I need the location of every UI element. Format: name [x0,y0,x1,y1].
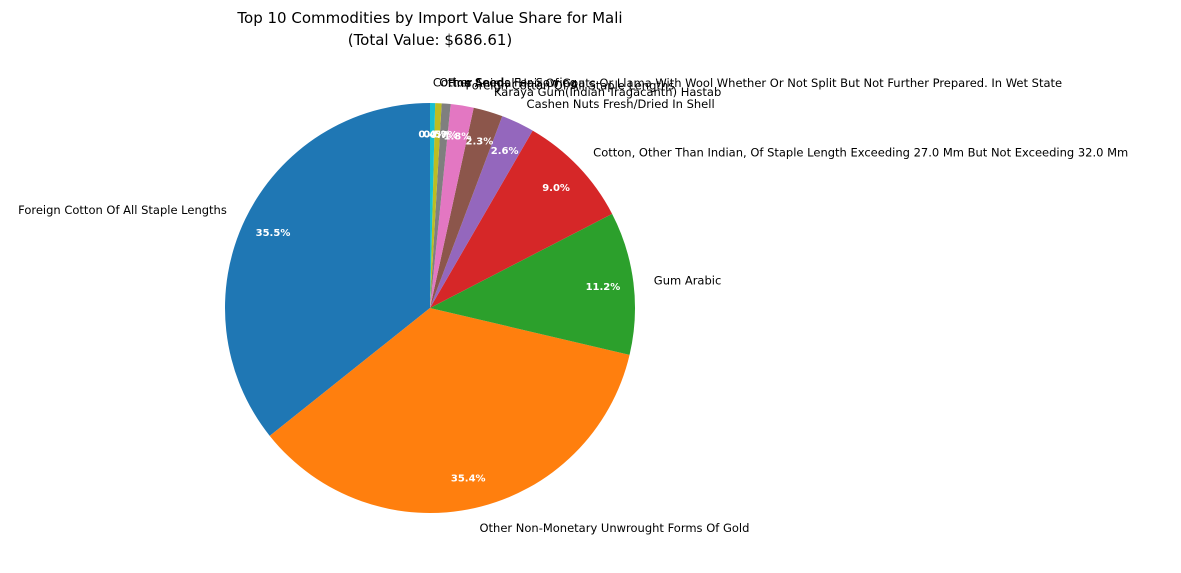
pie-slice-9 [430,103,442,309]
pie-slice-percent-2: 35.4% [451,474,486,485]
pie-slice-5 [430,116,533,308]
pie-slice-labels: Foreign Cotton Of All Staple LengthsOthe… [18,76,1128,535]
pie-slice-percent-4: 9.0% [542,183,570,194]
pie-slice-label-8: Fine Animal Hair Of Goats Or Llama With … [448,76,1062,90]
pie-slice-label-6: Karaya Gum(Indian Tragacanth) Hastab [494,85,721,99]
pie-slice-label-10: Cotton Seed [433,76,504,90]
pie-slice-label-2: Other Non-Monetary Unwrought Forms Of Go… [479,521,749,535]
pie-slice-label-9: Other Seeds For Sowing [439,76,577,90]
pie-slice-8 [430,103,451,308]
pie-slice-percent-1: 35.5% [256,228,291,239]
pie-slice-7 [430,104,474,308]
pie-slice-3 [430,213,636,355]
chart-title: Top 10 Commodities by Import Value Share… [236,9,622,27]
pie-slice-percent-10: 0.4% [418,129,446,140]
pie-slice-10 [430,103,436,308]
pie-percent-labels: 35.5% 35.4% 11.2% 9.0% 2.6%2.3%1.8%0.7%0.5%0… [256,129,621,484]
chart-subtitle: (Total Value: $686.61) [348,31,513,49]
pie-slice-label-5: Cashen Nuts Fresh/Dried In Shell [527,97,715,111]
pie-slice-label-4: Cotton, Other Than Indian, Of Staple Len… [593,145,1128,159]
pie-slice-percent-9: 0.5% [423,129,451,140]
pie-slice-percent-5: 2.6% [491,146,519,157]
pie-slice-percent-8: 0.7% [430,130,458,141]
pie-slice-1 [224,103,430,436]
pie-slice-4 [430,130,613,308]
pie-slice-percent-7: 1.8% [444,131,472,142]
pie-slice-percent-6: 2.3% [466,136,494,147]
pie-slice-2 [269,308,630,513]
pie-slices [224,103,636,513]
pie-slice-label-1: Foreign Cotton Of All Staple Lengths [18,203,227,217]
pie-slice-percent-3: 11.2% [586,282,621,293]
pie-slice-6 [430,107,503,308]
pie-slice-label-3: Gum Arabic [654,273,722,287]
pie-slice-label-7: Foreign Cotton Of All Staple Lengths [465,78,674,92]
